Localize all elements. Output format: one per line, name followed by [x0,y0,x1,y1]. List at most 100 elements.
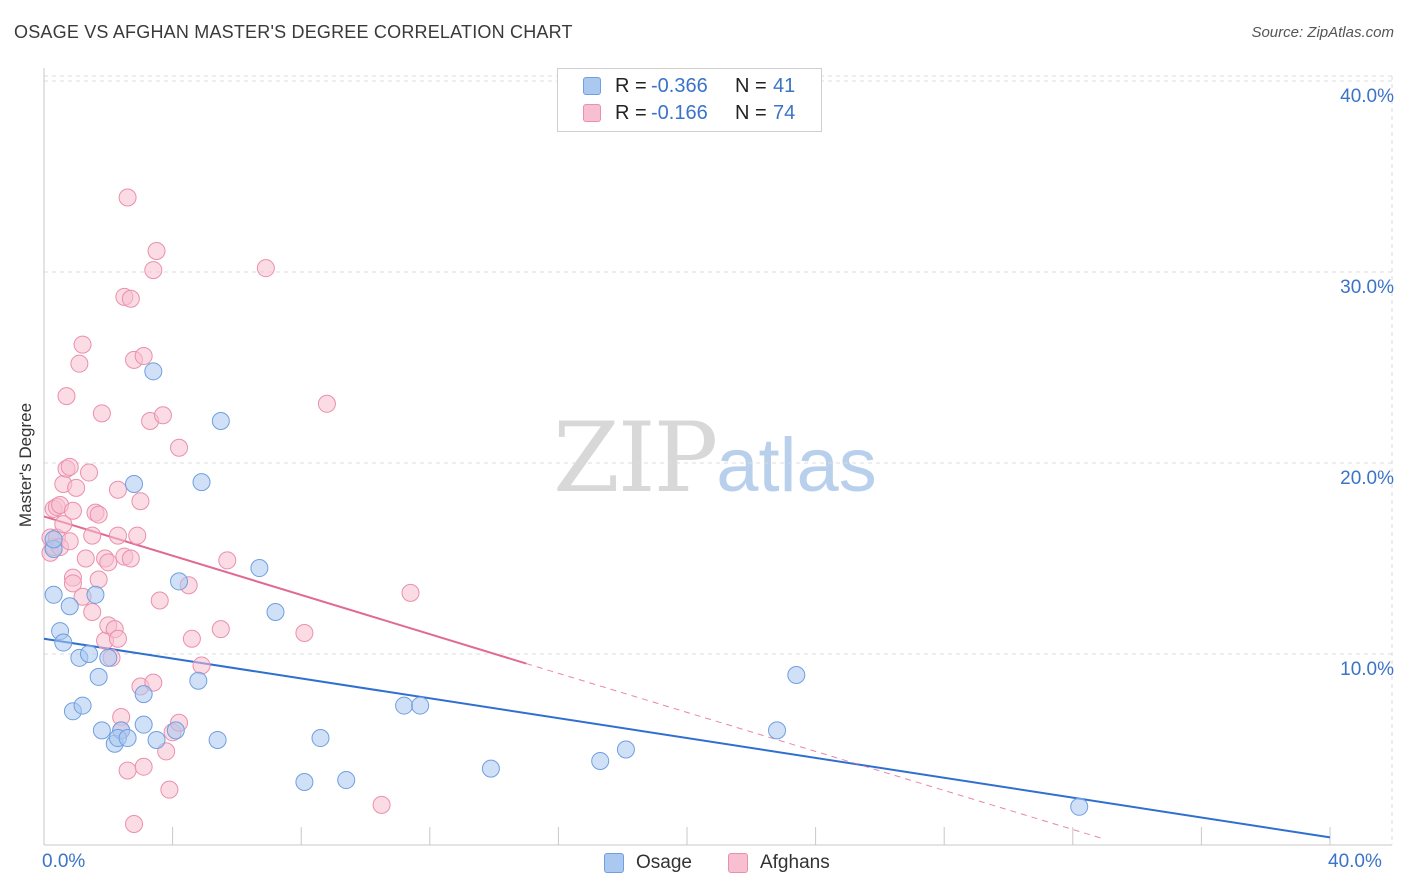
point-osage [591,751,610,770]
point-afghans [144,261,163,280]
legend-item-osage[interactable]: Osage [604,852,692,874]
r-value: -0.366 [651,74,708,97]
point-osage [60,597,79,616]
point-afghans [182,629,201,648]
point-afghans [99,553,118,572]
point-osage [266,602,285,621]
source-label: Source: ZipAtlas.com [1251,24,1394,41]
point-afghans [256,259,275,278]
point-osage [311,729,330,748]
point-afghans [170,438,189,457]
y-tick-40: 40.0% [1340,86,1394,107]
point-afghans [108,629,127,648]
n-label: N = [735,74,767,97]
point-osage [170,572,189,591]
grid-lines [44,75,1393,845]
point-osage [134,685,153,704]
point-afghans [67,478,86,497]
point-osage [481,759,500,778]
point-osage [616,740,635,759]
point-afghans [54,515,73,534]
chart-title: OSAGE VS AFGHAN MASTER'S DEGREE CORRELAT… [14,22,573,42]
point-osage [86,585,105,604]
point-osage [250,559,269,578]
r-label: R = [615,101,647,124]
point-afghans [92,404,111,423]
point-osage [768,721,787,740]
trend-line-osage [43,637,1331,839]
r-value: -0.166 [651,101,708,124]
osage-swatch [604,853,624,873]
afghans-swatch [583,104,601,122]
point-afghans [144,673,163,692]
point-osage [44,530,63,549]
point-afghans [57,387,76,406]
point-afghans [295,623,314,642]
point-afghans [157,742,176,761]
stats-legend: R = -0.366 N = 41 R = -0.166 N = 74 [557,68,822,132]
legend-item-afghans[interactable]: Afghans [727,852,830,874]
point-afghans [153,406,172,425]
n-value: 74 [773,101,796,124]
point-afghans [60,457,79,476]
trend-lines [43,515,1331,840]
osage-swatch [583,77,601,95]
point-afghans [89,505,108,524]
point-afghans [160,780,179,799]
point-afghans [118,188,137,207]
point-osage [211,411,230,430]
afghans-swatch [727,853,748,873]
point-afghans [108,526,127,545]
point-afghans [128,526,147,545]
osage-points [44,362,1089,816]
point-afghans [150,591,169,610]
point-afghans [80,463,99,482]
point-afghans [83,526,102,545]
point-afghans [63,501,82,520]
point-osage [134,715,153,734]
point-osage [787,666,806,685]
y-tick-10: 10.0% [1340,659,1394,680]
legend-row-osage: R = -0.366 N = 41 [583,75,795,97]
x-tick-40: 40.0% [1328,851,1382,872]
x-tick-0: 0.0% [42,851,86,872]
point-osage [125,475,144,494]
point-afghans [83,602,102,621]
n-label: N = [735,101,767,124]
point-osage [73,696,92,715]
legend-label-osage: Osage [636,852,692,873]
watermark-atlas: atlas [716,423,877,508]
point-osage [89,667,108,686]
y-tick-30: 30.0% [1340,277,1394,298]
point-afghans [401,583,420,602]
point-afghans [121,289,140,308]
axes [43,68,1392,846]
point-afghans [63,574,82,593]
point-afghans [147,241,166,260]
point-osage [1070,797,1089,816]
point-afghans [121,549,140,568]
legend-row-afghans: R = -0.166 N = 74 [583,102,795,124]
point-osage [295,772,314,791]
point-afghans [76,549,95,568]
legend-label-afghans: Afghans [759,852,830,873]
watermark-zip: ZIP [553,402,718,514]
trend-line-extension-afghans [526,663,1106,840]
point-afghans [218,551,237,570]
point-afghans [134,347,153,366]
point-afghans [131,492,150,511]
point-afghans [118,761,137,780]
point-afghans [108,480,127,499]
point-osage [99,648,118,667]
point-afghans [317,394,336,413]
point-osage [80,645,99,663]
point-osage [44,585,63,604]
point-afghans [73,335,92,354]
r-label: R = [615,74,647,97]
point-osage [54,633,73,652]
point-afghans [70,354,89,373]
watermark: ZIPatlas [553,402,877,514]
point-afghans [211,620,230,639]
point-osage [208,730,227,749]
series-legend: Osage Afghans [604,852,866,874]
